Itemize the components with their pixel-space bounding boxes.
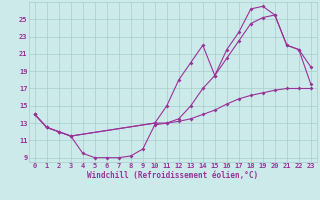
X-axis label: Windchill (Refroidissement éolien,°C): Windchill (Refroidissement éolien,°C): [87, 171, 258, 180]
